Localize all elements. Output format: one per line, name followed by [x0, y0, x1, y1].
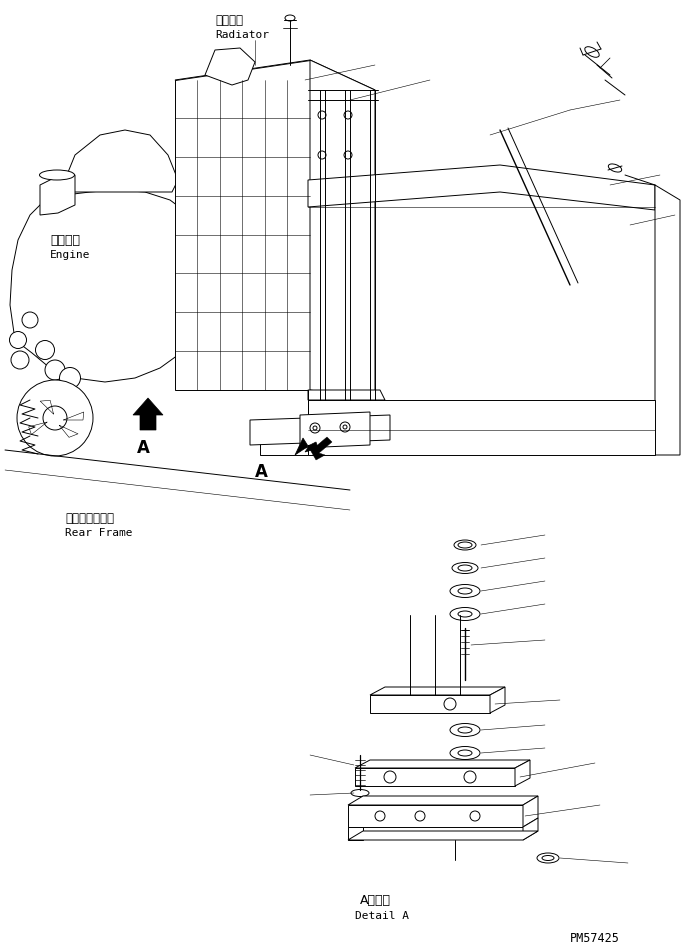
Circle shape: [340, 422, 350, 432]
Circle shape: [318, 151, 326, 159]
Polygon shape: [490, 687, 505, 713]
Circle shape: [444, 698, 456, 710]
Circle shape: [415, 811, 425, 821]
Ellipse shape: [450, 747, 480, 760]
Ellipse shape: [458, 542, 472, 548]
Polygon shape: [133, 398, 163, 430]
Circle shape: [17, 380, 93, 456]
Polygon shape: [205, 48, 255, 85]
Circle shape: [11, 351, 29, 369]
Polygon shape: [355, 768, 515, 786]
Polygon shape: [260, 390, 308, 455]
Circle shape: [310, 423, 320, 433]
Circle shape: [384, 771, 396, 783]
Ellipse shape: [542, 856, 554, 861]
Text: A: A: [137, 439, 150, 457]
Text: Radiator: Radiator: [215, 30, 269, 40]
Polygon shape: [300, 412, 370, 448]
Ellipse shape: [458, 565, 472, 571]
Text: ラジエタ: ラジエタ: [215, 13, 243, 27]
Circle shape: [10, 332, 26, 348]
Circle shape: [318, 111, 326, 119]
Ellipse shape: [450, 724, 480, 736]
Polygon shape: [295, 438, 318, 455]
Circle shape: [313, 426, 317, 430]
Ellipse shape: [454, 540, 476, 550]
Text: Detail A: Detail A: [355, 911, 409, 921]
Circle shape: [43, 406, 67, 430]
Circle shape: [343, 425, 347, 429]
Polygon shape: [60, 130, 178, 192]
Polygon shape: [655, 185, 680, 455]
Ellipse shape: [584, 47, 599, 57]
Polygon shape: [308, 400, 655, 455]
Polygon shape: [355, 760, 530, 768]
Ellipse shape: [458, 750, 472, 756]
Polygon shape: [175, 60, 310, 390]
Polygon shape: [10, 190, 210, 382]
Text: エンジン: エンジン: [50, 234, 80, 246]
Polygon shape: [310, 60, 375, 400]
Polygon shape: [250, 415, 390, 445]
Ellipse shape: [40, 170, 74, 180]
Polygon shape: [175, 60, 375, 110]
Circle shape: [470, 811, 480, 821]
Ellipse shape: [351, 789, 369, 797]
Polygon shape: [370, 687, 505, 695]
Ellipse shape: [458, 727, 472, 733]
Circle shape: [344, 151, 352, 159]
Ellipse shape: [537, 853, 559, 863]
Polygon shape: [515, 760, 530, 786]
Circle shape: [35, 340, 54, 359]
Polygon shape: [370, 695, 490, 713]
Text: PM57425: PM57425: [570, 931, 620, 944]
Polygon shape: [523, 818, 538, 840]
Ellipse shape: [608, 164, 622, 172]
Ellipse shape: [450, 608, 480, 620]
Ellipse shape: [458, 611, 472, 617]
Text: Rear Frame: Rear Frame: [65, 528, 133, 538]
Circle shape: [22, 312, 38, 328]
Circle shape: [45, 360, 65, 380]
Circle shape: [60, 367, 81, 389]
Polygon shape: [348, 827, 363, 840]
Ellipse shape: [458, 588, 472, 594]
Polygon shape: [308, 390, 385, 400]
Circle shape: [375, 811, 385, 821]
Text: A: A: [255, 463, 268, 481]
Polygon shape: [40, 175, 75, 215]
Polygon shape: [348, 805, 523, 827]
Polygon shape: [348, 796, 538, 805]
Polygon shape: [308, 165, 655, 210]
Text: A　詳細: A 詳細: [360, 894, 391, 906]
Polygon shape: [308, 437, 332, 460]
Polygon shape: [348, 831, 538, 840]
Ellipse shape: [285, 15, 295, 21]
Text: Engine: Engine: [50, 250, 90, 260]
Text: リヤーフレーム: リヤーフレーム: [65, 512, 114, 525]
Circle shape: [344, 111, 352, 119]
Circle shape: [464, 771, 476, 783]
Ellipse shape: [452, 562, 478, 573]
Ellipse shape: [450, 585, 480, 597]
Polygon shape: [523, 796, 538, 827]
